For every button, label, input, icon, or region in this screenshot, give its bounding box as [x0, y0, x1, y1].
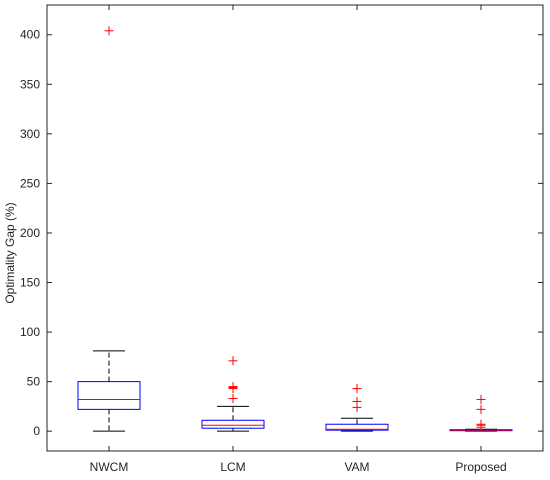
- y-tick-label: 150: [20, 276, 40, 290]
- y-tick-label: 50: [27, 375, 41, 389]
- box-nwcm: [77, 26, 141, 432]
- y-axis-label: Optimality Gap (%): [3, 202, 17, 303]
- x-axis-ticks: NWCM LCM VAM Proposed: [90, 5, 507, 474]
- plot-area: [47, 5, 543, 451]
- box-proposed: [449, 394, 513, 432]
- iqr-box: [201, 419, 265, 429]
- boxes-layer: [77, 26, 513, 432]
- y-tick-label: 300: [20, 127, 40, 141]
- x-tick-label: Proposed: [455, 460, 506, 474]
- outlier-marker: [352, 384, 362, 394]
- outlier-marker: [104, 26, 114, 36]
- outlier-marker: [476, 404, 486, 414]
- x-tick-label: LCM: [220, 460, 245, 474]
- y-tick-label: 100: [20, 325, 40, 339]
- box-lcm: [201, 356, 265, 432]
- y-axis-ticks: 0 50 100 150 200 250 300 350 400: [20, 28, 543, 438]
- outlier-marker: [476, 394, 486, 404]
- outlier-marker: [228, 356, 238, 366]
- x-tick-label: NWCM: [90, 460, 129, 474]
- outlier-marker: [228, 393, 238, 403]
- y-tick-label: 350: [20, 77, 40, 91]
- x-tick-label: VAM: [344, 460, 369, 474]
- outlier-marker: [352, 396, 362, 406]
- outlier-marker: [228, 382, 238, 392]
- iqr-box: [77, 381, 141, 410]
- y-tick-label: 0: [33, 424, 40, 438]
- y-tick-label: 250: [20, 176, 40, 190]
- iqr-box: [325, 423, 389, 431]
- outlier-marker: [476, 419, 486, 429]
- y-tick-label: 400: [20, 28, 40, 42]
- y-tick-label: 200: [20, 226, 40, 240]
- box-vam: [325, 384, 389, 432]
- plot-frame: [46, 4, 544, 452]
